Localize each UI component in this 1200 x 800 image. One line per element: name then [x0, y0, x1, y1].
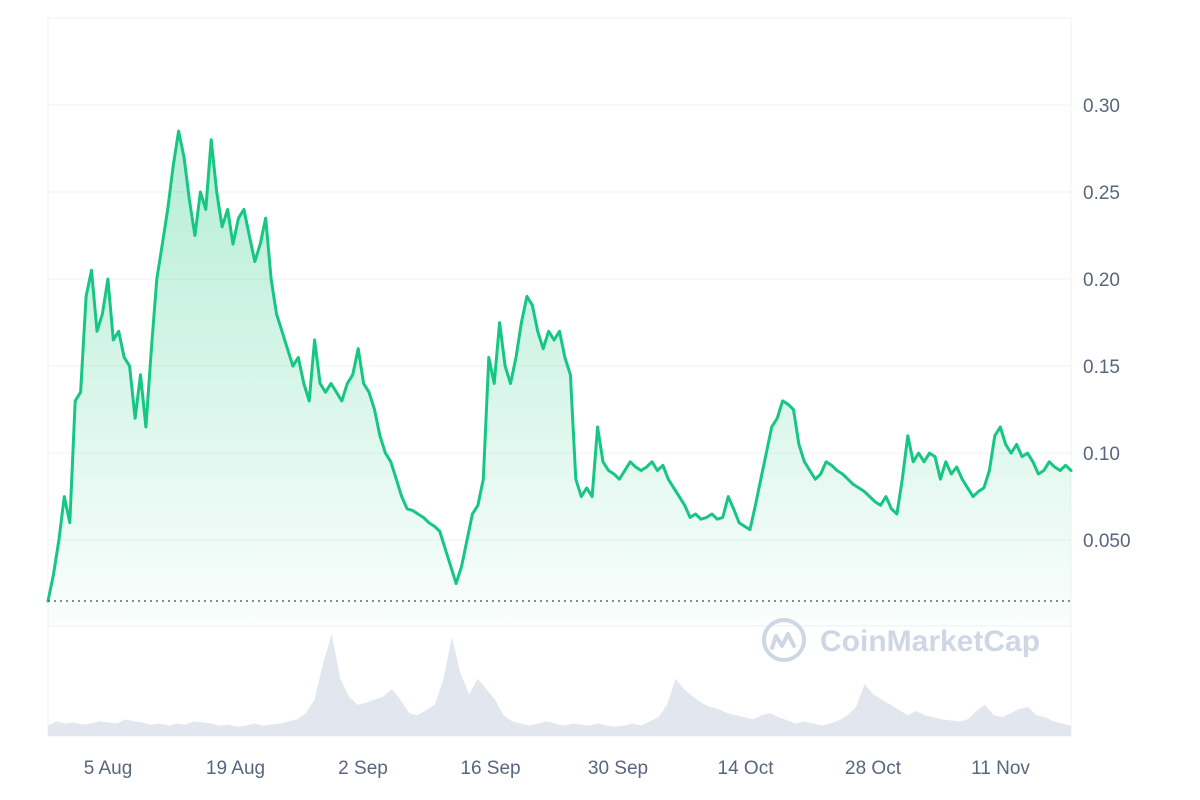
y-tick-label: 0.15 — [1083, 357, 1120, 378]
x-tick-label: 16 Sep — [460, 758, 520, 779]
x-tick-label: 28 Oct — [845, 758, 902, 779]
watermark-text: CoinMarketCap — [820, 625, 1040, 658]
volume-bars — [48, 634, 1071, 736]
price-area — [48, 131, 1071, 626]
x-axis-ticks: 5 Aug 19 Aug 2 Sep 16 Sep 30 Sep 14 Oct 28 Oct… — [84, 758, 1031, 779]
y-tick-label: 0.25 — [1083, 183, 1120, 204]
x-tick-label: 14 Oct — [718, 758, 775, 779]
x-tick-label: 30 Sep — [588, 758, 648, 779]
x-tick-label: 11 Nov — [971, 758, 1030, 779]
y-tick-label: 0.20 — [1083, 270, 1120, 291]
watermark-logo: CoinMarketCap — [762, 618, 1040, 662]
price-line — [46, 129, 1073, 603]
x-tick-label: 19 Aug — [206, 758, 265, 779]
y-tick-label: 0.050 — [1083, 531, 1131, 552]
y-tick-label: 0.30 — [1083, 96, 1120, 117]
y-tick-label: 0.10 — [1083, 444, 1120, 465]
x-tick-label: 2 Sep — [338, 758, 388, 779]
y-axis-ticks: 0.050 0.10 0.15 0.20 0.25 0.30 — [1083, 96, 1131, 552]
x-tick-label: 5 Aug — [84, 758, 133, 779]
coinmarketcap-logo-icon — [762, 618, 806, 662]
logo-wave — [770, 632, 796, 650]
volume-area — [48, 634, 1071, 736]
